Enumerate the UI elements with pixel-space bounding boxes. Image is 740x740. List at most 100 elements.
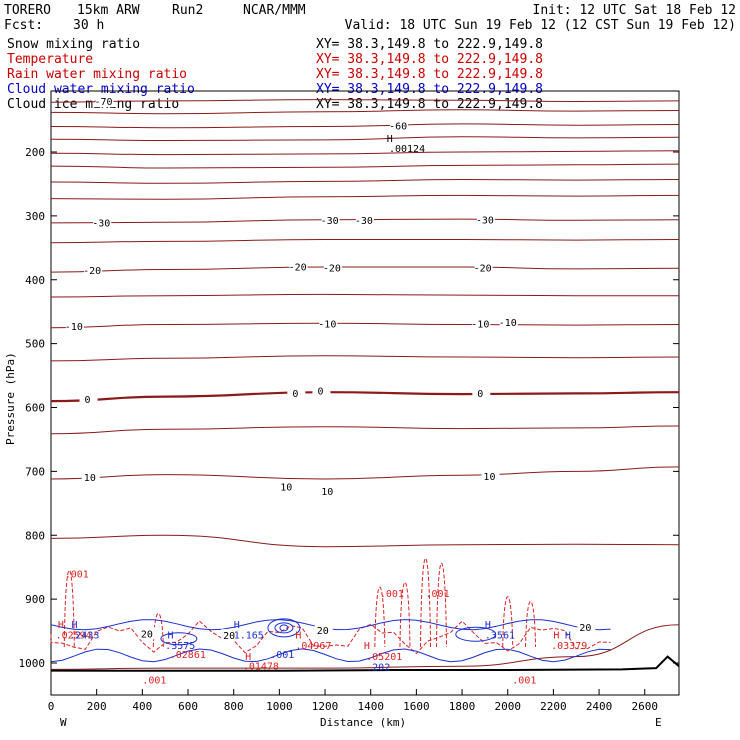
y-tick-label: 600 bbox=[25, 402, 45, 415]
x-tick-label: 2600 bbox=[631, 700, 658, 713]
x-tick-label: 1800 bbox=[449, 700, 476, 713]
temperature-isotherms bbox=[50, 99, 680, 670]
max-min-label: H bbox=[234, 620, 240, 631]
legend-name: Cloud ice mixing ratio bbox=[7, 97, 179, 112]
contour-label-bg bbox=[323, 261, 342, 274]
x-tick-label: 2000 bbox=[494, 700, 521, 713]
contour-label-bg bbox=[474, 261, 493, 274]
contour-label-bg bbox=[314, 624, 333, 637]
y-tick-label: 200 bbox=[25, 146, 45, 159]
contour-label: 0 bbox=[292, 389, 298, 400]
contour-label-bg bbox=[81, 470, 100, 483]
contour-label-bg bbox=[221, 629, 240, 642]
x-tick-label: 400 bbox=[132, 700, 152, 713]
contour-label-bg bbox=[472, 317, 491, 330]
max-min-label: .3575 bbox=[165, 641, 195, 652]
y-tick-label: 1000 bbox=[19, 657, 46, 670]
max-min-label: .2433 bbox=[69, 631, 99, 642]
legend-xy: XY= 38.3,149.8 to 222.9,149.8 bbox=[316, 52, 543, 67]
isotherm-line bbox=[50, 178, 680, 184]
rain-contours bbox=[50, 557, 611, 655]
contour-label: 20 bbox=[317, 626, 329, 637]
contour-label: -60 bbox=[389, 121, 407, 132]
max-min-label: .001 bbox=[512, 675, 536, 686]
isotherm-line bbox=[50, 355, 680, 362]
rain-spike bbox=[436, 562, 448, 648]
terrain-line bbox=[50, 655, 680, 672]
fcst-label: Fcst: bbox=[4, 18, 43, 33]
contour-label: 0 bbox=[477, 389, 483, 400]
isotherm-line bbox=[50, 123, 680, 129]
contour-label: -70 bbox=[94, 97, 112, 108]
contour-label: 20 bbox=[141, 629, 153, 640]
legend-xy: XY= 38.3,149.8 to 222.9,149.8 bbox=[316, 37, 543, 52]
max-min-label: .001 bbox=[426, 589, 450, 600]
contour-label-bg bbox=[321, 213, 340, 226]
max-min-label: .01478 bbox=[243, 661, 279, 672]
contour-label: 10 bbox=[321, 487, 333, 498]
max-min-label: .05201 bbox=[366, 652, 402, 663]
terrain bbox=[50, 655, 680, 672]
contour-label: -10 bbox=[471, 319, 489, 330]
contour-label-bg bbox=[65, 320, 84, 333]
contour-label-bg bbox=[289, 260, 308, 273]
max-min-label: .02861 bbox=[170, 650, 206, 661]
max-min-label: H bbox=[295, 631, 301, 642]
legend-xy: XY= 38.3,149.8 to 222.9,149.8 bbox=[316, 82, 543, 97]
cloud-water-cell bbox=[279, 624, 289, 632]
x-tick-label: 600 bbox=[178, 700, 198, 713]
y-tick-label: 400 bbox=[25, 274, 45, 287]
rain-spike bbox=[502, 596, 514, 648]
contour-label-bg bbox=[499, 316, 518, 329]
contour-label-bg bbox=[481, 470, 500, 483]
isotherm-line bbox=[50, 425, 680, 435]
rain-spike bbox=[152, 612, 164, 648]
x-tick-label: 1200 bbox=[312, 700, 339, 713]
x-tick-label: 2400 bbox=[586, 700, 613, 713]
max-min-label: 1.165 bbox=[234, 631, 264, 642]
valid-time: Valid: 18 UTC Sun 19 Feb 12 (12 CST Sun … bbox=[345, 18, 736, 33]
model-name: TORERO bbox=[4, 3, 51, 18]
max-min-label: H bbox=[565, 631, 571, 642]
contour-label: 10 bbox=[84, 473, 96, 484]
init-time: Init: 12 UTC Sat 18 Feb 12 bbox=[533, 3, 737, 18]
isotherm-line bbox=[50, 624, 680, 670]
y-tick-label: 500 bbox=[25, 338, 45, 351]
resolution: 15km ARW bbox=[77, 3, 140, 18]
max-min-label: H bbox=[167, 631, 173, 642]
isotherm-line bbox=[50, 466, 680, 480]
contour-label: -10 bbox=[499, 318, 517, 329]
max-min-label: H bbox=[387, 134, 393, 145]
x-tick-label: 1600 bbox=[403, 700, 430, 713]
max-min-label: H bbox=[485, 620, 491, 631]
contour-label-bg bbox=[93, 216, 112, 229]
isotherm-line bbox=[50, 293, 679, 298]
contour-label-bg bbox=[319, 317, 338, 330]
rain-spike bbox=[420, 557, 432, 648]
contour-label-bg bbox=[312, 384, 331, 397]
contour-label: -20 bbox=[323, 263, 341, 274]
contour-label: 10 bbox=[483, 472, 495, 483]
contour-label: 10 bbox=[280, 482, 292, 493]
y-tick-label: 700 bbox=[25, 465, 45, 478]
contour-label-bg bbox=[287, 387, 306, 400]
cloud-water-cell bbox=[160, 632, 198, 646]
x-axis-label: Distance (km) bbox=[320, 716, 406, 729]
max-min-label: H bbox=[553, 631, 559, 642]
max-min-label: .001 bbox=[142, 675, 166, 686]
max-min-label: .001 bbox=[65, 569, 89, 580]
isotherm-line bbox=[50, 150, 680, 156]
x-tick-label: 800 bbox=[224, 700, 244, 713]
x-tick-label: 200 bbox=[87, 700, 107, 713]
max-min-label: .03379 bbox=[551, 641, 587, 652]
cloud-water-cell bbox=[455, 626, 497, 642]
x-end-right: E bbox=[655, 716, 662, 729]
contour-label-bg bbox=[476, 213, 495, 226]
contour-label: 0 bbox=[317, 387, 323, 398]
legend-name: Snow mixing ratio bbox=[7, 37, 140, 52]
run-label: Run2 bbox=[172, 3, 203, 18]
axes: 0 200 400 600 800 1000 1200 1400 1600 1800 2000 220… bbox=[19, 146, 679, 713]
contour-label: -30 bbox=[92, 219, 110, 230]
y-tick-label: 900 bbox=[25, 593, 45, 606]
